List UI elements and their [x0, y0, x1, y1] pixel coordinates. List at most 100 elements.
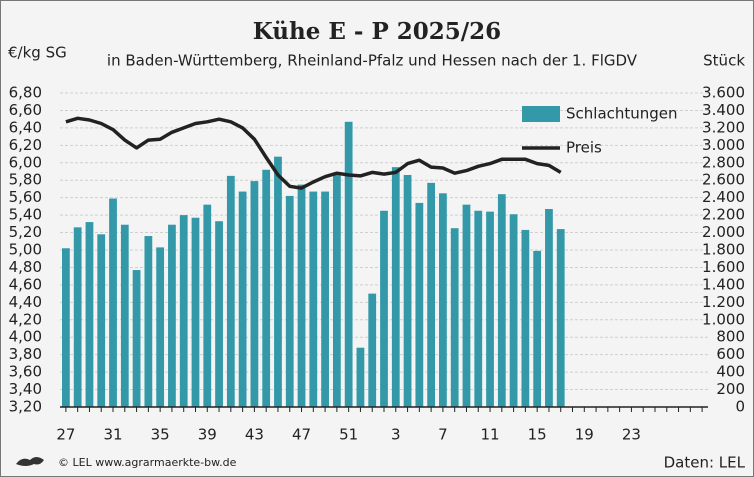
legend-label: Preis — [566, 139, 602, 157]
y-tick-label: 5,00 — [9, 241, 42, 259]
bar — [509, 214, 518, 407]
bar — [403, 174, 412, 407]
bar — [179, 215, 188, 407]
bar — [356, 347, 365, 407]
x-tick-label: 39 — [198, 426, 217, 444]
y2-tick-label: 0 — [735, 398, 745, 416]
bar — [309, 191, 318, 407]
y2-tick-label: 1.200 — [702, 293, 745, 311]
chart-title: Kühe E - P 2025/26 — [253, 18, 501, 45]
y2-tick-label: 2.600 — [702, 171, 745, 189]
y-tick-label: 5,60 — [9, 188, 42, 206]
footer-data: Daten: LEL — [664, 454, 746, 472]
y2-tick-label: 800 — [716, 328, 745, 346]
y-tick-label: 4,80 — [9, 258, 42, 276]
y2-tick-label: 1.400 — [702, 275, 745, 293]
chart-subtitle: in Baden-Württemberg, Rheinland-Pfalz un… — [107, 52, 638, 70]
y2-tick-label: 2.200 — [702, 206, 745, 224]
y2-tick-label: 3.600 — [702, 84, 745, 102]
bar — [168, 224, 176, 407]
bar — [120, 224, 129, 407]
bar — [132, 270, 141, 407]
x-tick-label: 31 — [103, 426, 122, 444]
bar — [415, 202, 424, 407]
legend-swatch — [522, 106, 560, 122]
y-axis-label: €/kg SG — [8, 44, 67, 62]
bar — [556, 229, 565, 407]
y-tick-label: 3,80 — [9, 345, 42, 363]
bar — [85, 222, 94, 407]
y2-tick-label: 1.800 — [702, 241, 745, 259]
x-tick-label: 11 — [480, 426, 499, 444]
bar — [521, 229, 530, 407]
x-tick-label: 43 — [245, 426, 264, 444]
x-tick-label: 7 — [438, 426, 448, 444]
y-tick-label: 6,60 — [9, 101, 42, 119]
bar — [321, 191, 329, 407]
y-tick-label: 4,00 — [9, 328, 42, 346]
bar — [439, 193, 447, 407]
y-tick-label: 4,20 — [9, 310, 42, 328]
x-tick-label: 15 — [528, 426, 547, 444]
bar — [203, 204, 212, 407]
bar — [486, 211, 494, 407]
bar — [285, 195, 294, 407]
y2-tick-label: 200 — [716, 380, 745, 398]
legend-label: Schlachtungen — [566, 105, 678, 123]
y2-tick-label: 2.400 — [702, 188, 745, 206]
y-tick-label: 3,20 — [9, 398, 42, 416]
bar — [450, 228, 459, 407]
y-tick-label: 5,80 — [9, 171, 42, 189]
bar — [297, 184, 306, 407]
y2-axis-label: Stück — [703, 52, 745, 70]
y2-tick-label: 2.800 — [702, 153, 745, 171]
y-tick-label: 6,20 — [9, 136, 42, 154]
x-tick-label: 51 — [339, 426, 358, 444]
bar — [191, 217, 200, 407]
y-tick-label: 5,40 — [9, 206, 42, 224]
logo-shape — [16, 457, 44, 466]
y-tick-label: 6,40 — [9, 118, 42, 136]
bar — [73, 227, 82, 407]
bar — [344, 121, 353, 408]
y2-tick-label: 3.200 — [702, 118, 745, 136]
bar — [391, 167, 400, 407]
y-tick-label: 3,60 — [9, 363, 42, 381]
x-tick-label: 27 — [56, 426, 75, 444]
line — [65, 116, 562, 190]
bar — [62, 248, 70, 407]
bar — [238, 191, 247, 407]
y-tick-label: 4,40 — [9, 293, 42, 311]
y-tick-label: 6,80 — [9, 84, 42, 102]
bar — [497, 194, 506, 407]
bar — [250, 181, 259, 407]
bar — [262, 169, 271, 407]
y2-tick-label: 1.000 — [702, 310, 745, 328]
y2-tick-label: 600 — [716, 345, 745, 363]
bar — [332, 174, 341, 407]
y2-tick-label: 2.000 — [702, 223, 745, 241]
bar — [215, 221, 223, 407]
y-tick-label: 4,60 — [9, 275, 42, 293]
bar — [380, 210, 388, 407]
bar — [226, 175, 235, 407]
y-tick-label: 5,20 — [9, 223, 42, 241]
x-tick-label: 3 — [391, 426, 401, 444]
y2-tick-label: 1.600 — [702, 258, 745, 276]
y-tick-label: 3,40 — [9, 380, 42, 398]
bar — [533, 250, 542, 407]
logo — [16, 457, 44, 466]
footer-source: © LEL www.agrarmaerkte-bw.de — [58, 456, 237, 469]
bar — [97, 234, 106, 407]
bar — [368, 293, 377, 407]
bar — [274, 156, 282, 407]
y2-tick-label: 3.400 — [702, 101, 745, 119]
y2-tick-label: 400 — [716, 363, 745, 381]
x-tick-label: 35 — [151, 426, 170, 444]
bar — [156, 247, 165, 407]
x-tick-label: 23 — [622, 426, 641, 444]
bar — [427, 182, 436, 407]
x-tick-label: 47 — [292, 426, 311, 444]
y-tick-label: 6,00 — [9, 153, 42, 171]
